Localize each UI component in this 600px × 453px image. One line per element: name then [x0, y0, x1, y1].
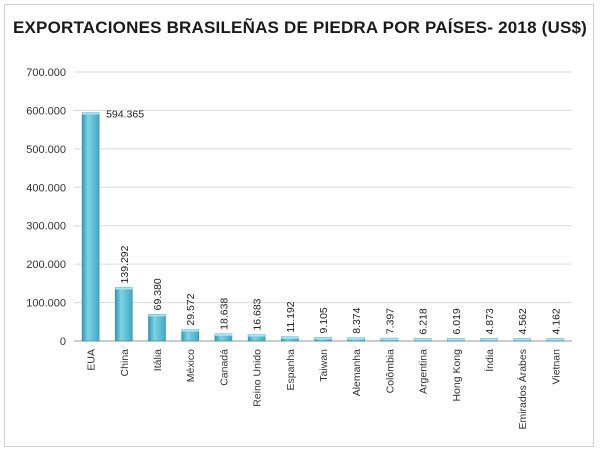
bar-highlight — [148, 314, 166, 317]
data-label: 6.218 — [418, 308, 430, 334]
data-label: 16.683 — [252, 298, 264, 330]
category-label: EUA — [86, 349, 98, 371]
data-label: 4.562 — [517, 308, 529, 334]
data-label: 18.638 — [218, 298, 230, 330]
data-label: 69.380 — [152, 278, 164, 310]
bar-highlight — [314, 337, 332, 340]
data-label: 29.572 — [185, 293, 197, 325]
y-tick-label: 600.000 — [26, 105, 66, 117]
data-label: 8.374 — [351, 307, 363, 333]
category-label: Espanha — [285, 349, 297, 391]
y-tick-labels: 0 100.000 200.000 300.000 400.000 500.000 600.… — [26, 67, 66, 348]
bar-highlight — [447, 338, 465, 341]
category-label: Canadá — [218, 349, 230, 386]
y-tick-label: 300.000 — [26, 221, 66, 233]
data-label: 594.365 — [106, 109, 144, 121]
category-label: Argentina — [418, 349, 430, 394]
bar-highlight — [347, 337, 365, 340]
data-label: 11.192 — [285, 301, 297, 332]
bar-highlight — [380, 338, 398, 341]
data-label: 4.873 — [484, 308, 496, 334]
data-label: 9.105 — [318, 307, 330, 333]
bar-highlight — [248, 334, 266, 337]
bars — [81, 112, 565, 342]
category-label: Vietnan — [550, 349, 562, 385]
category-label: México — [185, 349, 197, 382]
data-label: 139.292 — [119, 245, 131, 283]
bar-highlight — [214, 333, 232, 336]
category-label: Colômbia — [384, 349, 396, 394]
bar — [148, 314, 166, 342]
category-labels: EUA China Itália México Canadá Reino Unido Esp… — [86, 349, 563, 430]
category-label: Taiwan — [318, 349, 330, 382]
bar-highlight — [115, 287, 133, 290]
bar-highlight — [480, 338, 498, 341]
bar-highlight — [82, 112, 100, 115]
y-tick-label: 100.000 — [26, 298, 66, 310]
y-tick-label: 700.000 — [26, 67, 66, 79]
category-label: Emirados Árabes — [516, 349, 529, 430]
y-tick-label: 500.000 — [26, 144, 66, 156]
bar-highlight — [281, 336, 299, 339]
gridlines — [74, 71, 572, 304]
data-labels: 594.365 139.292 69.380 29.572 18.638 16.683 11… — [106, 109, 562, 335]
bar — [115, 287, 133, 342]
category-label: Itália — [152, 349, 164, 371]
y-tick-label: 400.000 — [26, 182, 66, 194]
data-label: 6.019 — [451, 308, 463, 334]
category-label: Hong Kong — [451, 349, 463, 402]
category-label: Alemanha — [351, 349, 363, 396]
bar-highlight — [414, 338, 432, 341]
data-label: 4.162 — [550, 308, 562, 334]
bar-highlight — [546, 338, 564, 341]
data-label: 7.397 — [384, 308, 396, 334]
bar — [81, 112, 100, 342]
bar-highlight — [513, 338, 531, 341]
category-label: Reino Unido — [252, 349, 264, 407]
category-label: China — [119, 349, 131, 377]
y-tick-label: 0 — [60, 336, 66, 348]
category-label: Índia — [483, 349, 496, 372]
bar-highlight — [181, 329, 199, 332]
chart-title: EXPORTACIONES BRASILEÑAS DE PIEDRA POR P… — [12, 18, 588, 37]
y-tick-label: 200.000 — [26, 259, 66, 271]
